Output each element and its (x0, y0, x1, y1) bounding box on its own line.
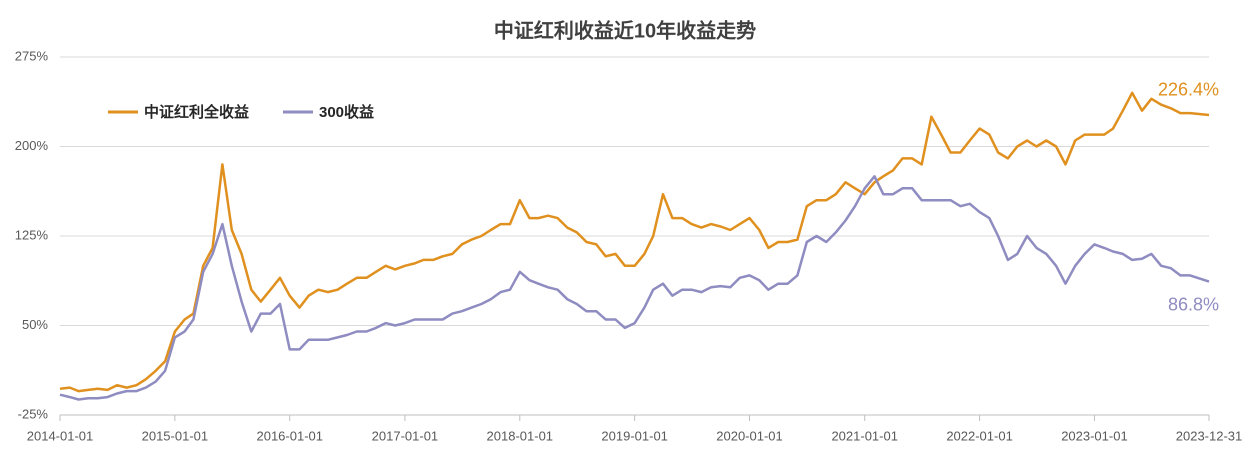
end-label: 86.8% (1168, 294, 1219, 314)
x-tick-label: 2022-01-01 (946, 428, 1013, 443)
x-tick-label: 2016-01-01 (256, 428, 323, 443)
chart-title: 中证红利收益近10年收益走势 (494, 18, 756, 42)
x-tick-label: 2023-01-01 (1061, 428, 1128, 443)
legend-label: 中证红利全收益 (144, 103, 249, 121)
y-tick-label: 200% (15, 138, 49, 153)
x-tick-label: 2015-01-01 (142, 428, 209, 443)
y-tick-label: 125% (15, 227, 49, 242)
x-tick-label: 2014-01-01 (27, 428, 94, 443)
x-tick-label: 2018-01-01 (487, 428, 554, 443)
x-tick-label: 2019-01-01 (601, 428, 668, 443)
legend-label: 300收益 (319, 103, 374, 121)
series-line (59, 175, 1210, 401)
x-tick-label: 2023-12-31 (1176, 428, 1243, 443)
x-tick-label: 2021-01-01 (831, 428, 898, 443)
end-label: 226.4% (1158, 80, 1219, 100)
x-tick-label: 2020-01-01 (716, 428, 783, 443)
y-tick-label: -25% (18, 406, 49, 421)
x-tick-label: 2017-01-01 (372, 428, 439, 443)
y-tick-label: 50% (22, 317, 48, 332)
series-line (59, 91, 1210, 393)
y-tick-label: 275% (15, 48, 49, 63)
